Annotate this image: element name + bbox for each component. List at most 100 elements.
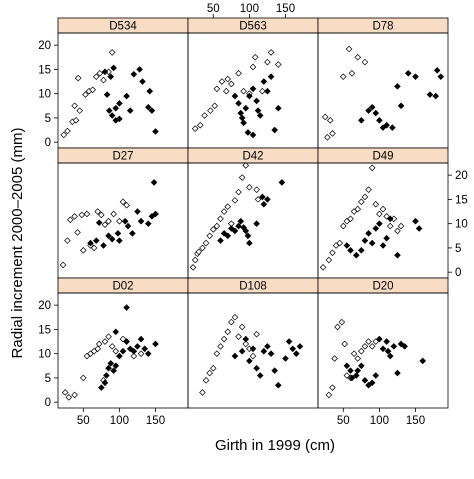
data-point-open (79, 374, 87, 382)
data-point-filled (110, 64, 117, 72)
x-tick-label: 150 (146, 415, 165, 427)
data-point-filled (123, 304, 130, 311)
data-point-open (267, 49, 275, 56)
data-point-filled (289, 345, 297, 353)
data-point-open (326, 117, 334, 124)
data-point-filled (123, 338, 130, 345)
data-point-open (64, 127, 71, 135)
data-point-filled (383, 338, 390, 345)
data-point-filled (256, 372, 264, 379)
data-point-open (94, 208, 102, 215)
data-point-filled (260, 200, 268, 208)
data-point-open (358, 347, 365, 355)
data-point-filled (379, 242, 387, 249)
data-point-open (101, 338, 109, 345)
data-point-filled (368, 103, 376, 111)
data-point-filled (116, 100, 123, 107)
x-tick-label: 100 (240, 3, 259, 15)
data-point-open (253, 186, 260, 193)
data-point-filled (240, 119, 247, 127)
data-point-filled (134, 208, 141, 215)
data-point-open (213, 350, 221, 357)
data-point-filled (244, 129, 252, 136)
data-point-filled (264, 343, 271, 350)
data-point-filled (433, 67, 441, 74)
data-point-open (60, 131, 68, 139)
data-point-filled (112, 104, 120, 112)
data-point-open (137, 350, 145, 357)
x-tick-label: 150 (276, 3, 295, 15)
panel-label: D27 (112, 151, 133, 163)
data-point-open (209, 364, 217, 372)
data-point-open (354, 205, 362, 213)
data-point-open (334, 323, 341, 331)
x-tick-label: 50 (337, 415, 350, 427)
data-point-open (235, 69, 242, 77)
data-point-filled (365, 107, 372, 114)
data-point-filled (103, 91, 111, 98)
y-tick-label: 20 (38, 300, 51, 312)
data-point-filled (372, 225, 380, 232)
panel-frame (57, 32, 189, 149)
data-point-open (90, 244, 98, 252)
data-point-open (358, 198, 365, 206)
data-point-filled (112, 328, 120, 336)
data-point-open (338, 318, 346, 326)
data-point-filled (426, 91, 434, 98)
data-point-open (82, 91, 89, 98)
data-point-filled (361, 237, 369, 244)
data-point-open (348, 69, 356, 77)
data-point-filled (254, 107, 262, 114)
data-point-open (213, 222, 221, 230)
data-point-open (235, 188, 242, 196)
data-point-filled (112, 362, 120, 370)
data-point-open (202, 239, 210, 247)
data-point-filled (235, 222, 242, 230)
data-point-filled (87, 239, 94, 247)
data-point-filled (246, 357, 253, 365)
data-point-open (196, 121, 204, 129)
panel-label: D20 (372, 281, 393, 293)
data-point-filled (134, 343, 141, 350)
data-point-filled (238, 347, 246, 355)
data-point-filled (253, 220, 260, 227)
data-point-filled (372, 109, 380, 117)
panel-d42: D42 (187, 147, 319, 279)
data-point-filled (114, 230, 122, 237)
data-point-filled (384, 347, 392, 355)
data-point-filled (253, 364, 260, 372)
y-axis-title: Radial increment 2000–2005 (mm) (9, 128, 26, 359)
data-point-filled (124, 222, 132, 230)
data-point-filled (137, 217, 145, 225)
data-point-filled (105, 107, 113, 114)
y-tick-label: 10 (455, 219, 468, 231)
data-point-open (240, 87, 247, 95)
data-point-open (211, 102, 219, 110)
data-point-open (218, 78, 226, 85)
panel-frame (317, 292, 449, 409)
data-point-open (242, 340, 250, 348)
data-point-open (228, 80, 235, 88)
y-tick-label: 0 (45, 137, 51, 149)
panel-label: D563 (239, 21, 267, 33)
data-point-open (61, 389, 69, 396)
data-point-filled (278, 179, 286, 186)
data-point-filled (152, 210, 159, 218)
data-point-open (191, 125, 199, 132)
data-point-filled (376, 335, 383, 343)
data-point-filled (397, 340, 405, 348)
data-point-open (251, 53, 259, 61)
data-point-filled (267, 73, 275, 80)
panel-frame (317, 162, 449, 279)
data-point-filled (397, 102, 405, 110)
data-point-open (116, 217, 123, 225)
data-point-filled (249, 345, 257, 353)
data-point-open (345, 45, 353, 53)
data-point-open (201, 112, 208, 119)
data-point-filled (139, 78, 146, 85)
data-point-open (101, 221, 109, 228)
y-tick-label: 20 (455, 170, 468, 182)
panel-d20: D20 (317, 277, 449, 409)
data-point-filled (343, 242, 351, 249)
data-point-filled (235, 100, 242, 107)
